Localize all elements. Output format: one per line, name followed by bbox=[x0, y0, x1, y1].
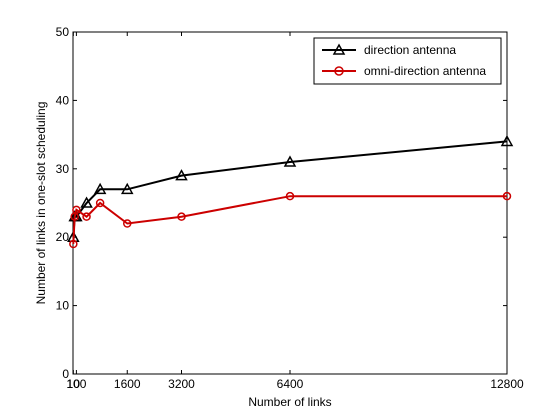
series-layer bbox=[67, 134, 514, 249]
data-point-direction-antenna bbox=[283, 155, 297, 167]
legend-marker-triangle-icon bbox=[332, 43, 346, 55]
data-point-direction-antenna bbox=[120, 182, 134, 195]
x-tick-label: 6400 bbox=[277, 377, 304, 391]
y-tick-label: 0 bbox=[62, 367, 69, 381]
legend-box bbox=[313, 37, 502, 85]
data-point-omni-direction-antenna bbox=[72, 205, 81, 215]
x-axis-label: Number of links bbox=[248, 395, 331, 409]
data-point-omni-direction-antenna bbox=[82, 212, 91, 221]
x-tick-label: 1600 bbox=[114, 377, 141, 391]
y-tick-label: 30 bbox=[56, 162, 70, 176]
legend-label-direction-antenna: direction antenna bbox=[364, 43, 456, 57]
x-tick-label: 100 bbox=[66, 377, 86, 391]
data-point-direction-antenna bbox=[175, 169, 188, 181]
x-tick-label: 3200 bbox=[168, 377, 195, 391]
data-point-omni-direction-antenna bbox=[123, 219, 132, 228]
data-point-direction-antenna bbox=[80, 196, 93, 208]
plot-area bbox=[72, 31, 508, 375]
data-point-omni-direction-antenna bbox=[502, 191, 512, 201]
y-tick-label: 50 bbox=[56, 25, 70, 39]
legend-label-omni-direction-antenna: omni-direction antenna bbox=[364, 64, 486, 78]
data-point-omni-direction-antenna bbox=[177, 212, 186, 221]
y-tick-label: 40 bbox=[56, 93, 70, 107]
data-point-direction-antenna bbox=[500, 134, 514, 147]
legend-item-direction-antenna: direction antenna bbox=[322, 43, 456, 57]
x-tick-label: 10 bbox=[67, 377, 81, 391]
data-point-omni-direction-antenna bbox=[95, 198, 105, 208]
x-tick-label: 12800 bbox=[490, 377, 524, 391]
data-point-omni-direction-antenna bbox=[69, 239, 78, 249]
legend-item-omni-direction-antenna: omni-direction antenna bbox=[322, 64, 486, 78]
y-axis: 0 10 20 30 40 50 bbox=[56, 25, 507, 381]
series-line-omni-direction-antenna bbox=[72, 195, 507, 245]
legend: direction antenna omni-direction antenna bbox=[313, 37, 502, 85]
legend-marker-circle-icon bbox=[334, 66, 344, 76]
y-axis-label: Number of links in one-slot scheduling bbox=[34, 102, 48, 305]
y-tick-label: 10 bbox=[56, 299, 70, 313]
data-point-omni-direction-antenna bbox=[285, 191, 295, 201]
data-point-direction-antenna bbox=[93, 182, 107, 195]
y-tick-label: 20 bbox=[56, 230, 70, 244]
